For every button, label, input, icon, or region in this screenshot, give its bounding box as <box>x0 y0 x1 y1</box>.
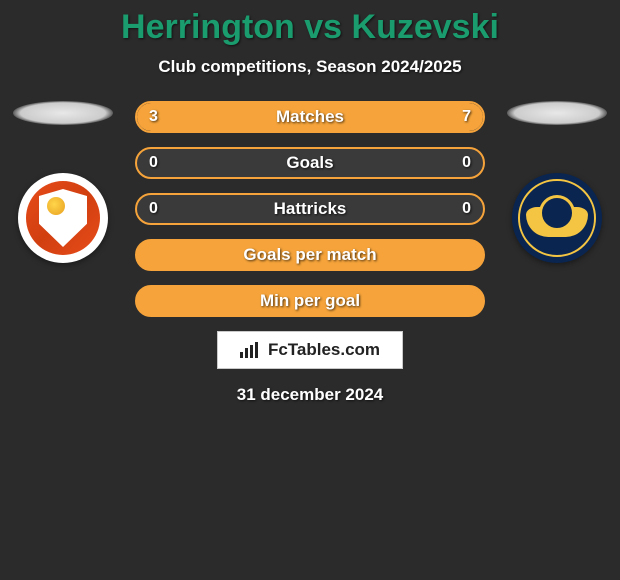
stat-bar: 0 0 Goals <box>135 147 485 179</box>
comparison-widget: Herrington vs Kuzevski Club competitions… <box>0 0 620 405</box>
club-logo-left-bg <box>26 181 100 255</box>
bar-value-left: 0 <box>149 200 158 218</box>
bar-label: Hattricks <box>274 199 347 219</box>
right-player-column <box>502 101 612 263</box>
stat-bar: Goals per match <box>135 239 485 271</box>
bar-label: Goals <box>286 153 333 173</box>
bar-value-left: 3 <box>149 108 158 126</box>
left-player-column <box>8 101 118 263</box>
bar-label: Goals per match <box>243 245 376 265</box>
player-silhouette-placeholder <box>13 101 113 125</box>
watermark-badge: FcTables.com <box>217 331 403 369</box>
date-text: 31 december 2024 <box>0 385 620 405</box>
chart-icon <box>240 342 260 358</box>
stat-bar: Min per goal <box>135 285 485 317</box>
main-row: 3 7 Matches 0 0 Goals 0 0 Hattricks Goals per mat… <box>0 101 620 317</box>
bar-label: Min per goal <box>260 291 360 311</box>
stat-bar: 3 7 Matches <box>135 101 485 133</box>
club-logo-left-sun-icon <box>47 197 65 215</box>
bar-value-right: 7 <box>462 108 471 126</box>
watermark-text: FcTables.com <box>268 340 380 360</box>
bar-label: Matches <box>276 107 344 127</box>
player-silhouette-placeholder <box>507 101 607 125</box>
bar-value-left: 0 <box>149 154 158 172</box>
club-logo-left <box>18 173 108 263</box>
club-logo-right-center <box>539 195 575 231</box>
club-logo-right <box>512 173 602 263</box>
stat-bar: 0 0 Hattricks <box>135 193 485 225</box>
stat-bars: 3 7 Matches 0 0 Goals 0 0 Hattricks Goals per mat… <box>135 101 485 317</box>
bar-value-right: 0 <box>462 200 471 218</box>
club-logo-left-shield <box>39 189 87 247</box>
subtitle: Club competitions, Season 2024/2025 <box>0 57 620 77</box>
page-title: Herrington vs Kuzevski <box>0 8 620 47</box>
bar-value-right: 0 <box>462 154 471 172</box>
